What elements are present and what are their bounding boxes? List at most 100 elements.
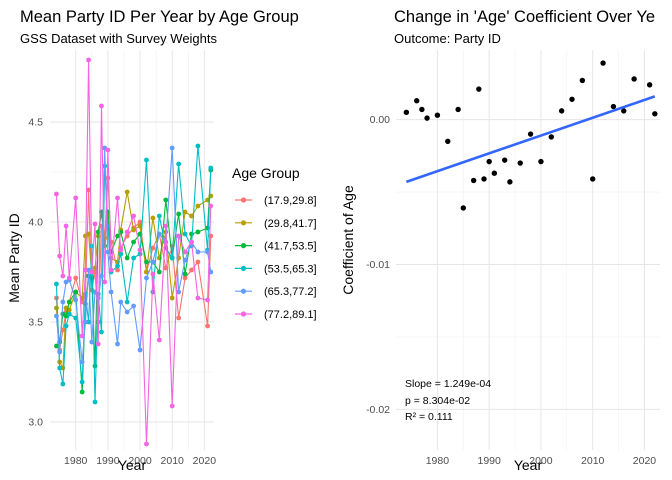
coefficient-point xyxy=(486,158,492,165)
right-x-tick-label: 2020 xyxy=(633,455,657,467)
data-point xyxy=(156,337,162,343)
coefficient-point xyxy=(646,82,653,88)
right-x-tick-label: 1980 xyxy=(426,455,450,467)
coefficient-point xyxy=(419,106,425,113)
data-point xyxy=(108,267,114,273)
legend-key-point xyxy=(240,265,247,271)
series-2 xyxy=(54,167,214,395)
legend: Age Group (17.9,29.8] (29.8,41.7] (41.7,53… xyxy=(232,165,317,321)
data-point xyxy=(115,267,120,273)
data-point xyxy=(144,259,149,265)
data-point xyxy=(73,195,79,201)
data-point xyxy=(195,259,201,265)
data-point xyxy=(118,299,124,305)
left-y-axis-label: Mean Party ID xyxy=(6,213,22,302)
series-5 xyxy=(54,57,214,447)
data-point xyxy=(54,313,59,319)
coefficient-point xyxy=(445,138,451,145)
legend-key-point xyxy=(240,220,247,226)
data-point xyxy=(156,269,162,275)
data-point xyxy=(182,209,188,215)
data-point xyxy=(86,231,91,237)
right-trend-layer xyxy=(405,95,656,184)
coefficient-point xyxy=(621,108,627,114)
data-point xyxy=(137,247,143,253)
data-point xyxy=(92,363,98,369)
data-point xyxy=(182,231,188,237)
data-point xyxy=(60,299,66,305)
left-chart-title: Mean Party ID Per Year by Age Group xyxy=(20,8,299,26)
coefficient-point xyxy=(481,176,487,182)
coefficient-point xyxy=(579,77,586,84)
data-point xyxy=(89,339,95,345)
data-point xyxy=(208,203,214,209)
right-y-axis-label: Coefficient of Age xyxy=(340,185,356,295)
party-id-chart: Mean Party ID Per Year by Age Group GSS … xyxy=(6,8,299,473)
data-point xyxy=(156,213,162,219)
data-point xyxy=(131,227,137,233)
coefficient-point xyxy=(610,103,617,110)
data-point xyxy=(99,329,104,335)
data-point xyxy=(208,233,214,239)
data-point xyxy=(73,297,79,303)
legend-items: (17.9,29.8] (29.8,41.7] (41.7,53.5] (53.5,6… xyxy=(235,195,317,321)
data-point xyxy=(169,295,175,301)
data-point xyxy=(189,239,194,245)
data-point xyxy=(79,379,85,385)
coefficient-point xyxy=(476,86,482,92)
data-point xyxy=(176,289,182,295)
legend-key-point xyxy=(240,197,247,203)
data-point xyxy=(115,263,120,269)
data-point xyxy=(208,269,214,275)
slope-annotation: Slope = 1.249e-04 xyxy=(405,378,491,390)
data-point xyxy=(60,381,66,387)
coefficient-point xyxy=(558,108,565,114)
coefficient-point xyxy=(491,170,498,176)
left-y-tick-label: 4.5 xyxy=(28,117,43,129)
data-point xyxy=(54,305,59,311)
left-y-tick-label: 3.5 xyxy=(28,317,43,329)
data-point xyxy=(95,341,101,347)
data-point xyxy=(189,213,194,219)
data-point xyxy=(57,253,63,259)
data-point xyxy=(105,147,111,153)
legend-key-point xyxy=(240,288,247,294)
data-point xyxy=(115,195,120,201)
data-point xyxy=(66,311,72,317)
data-point xyxy=(169,255,175,261)
right-y-tick-label: 0.00 xyxy=(370,114,391,126)
legend-label: (65.3,77.2] xyxy=(264,286,317,298)
legend-label: (53.5,65.3] xyxy=(264,263,317,275)
data-point xyxy=(144,441,149,447)
data-point xyxy=(144,275,149,281)
right-y-tick-labels: -0.02 -0.01 0.00 xyxy=(366,114,390,416)
left-y-tick-label: 3.0 xyxy=(28,417,43,429)
data-point xyxy=(73,289,79,295)
data-point xyxy=(124,309,130,315)
legend-label: (77.2,89.1] xyxy=(264,309,317,321)
coefficient-point xyxy=(403,109,410,116)
legend-label: (29.8,41.7] xyxy=(264,218,317,230)
left-x-tick-label: 1990 xyxy=(96,455,120,467)
data-point xyxy=(86,187,91,193)
coefficient-point xyxy=(652,111,658,117)
data-point xyxy=(163,197,169,203)
stats-annotations: Slope = 1.249e-04 p = 8.304e-02 R² = 0.1… xyxy=(405,378,491,423)
coefficient-point xyxy=(538,158,544,165)
legend-item: (65.3,77.2] xyxy=(235,286,317,298)
data-point xyxy=(137,347,143,353)
data-point xyxy=(163,223,169,229)
data-point xyxy=(63,323,69,329)
right-gridlines xyxy=(396,50,660,450)
coefficient-point xyxy=(460,205,466,211)
legend-item: (17.9,29.8] xyxy=(235,195,317,207)
data-point xyxy=(156,231,162,237)
data-point xyxy=(60,273,66,279)
series-line xyxy=(55,59,212,445)
data-point xyxy=(79,359,85,365)
data-point xyxy=(73,275,79,281)
right-x-tick-label: 2010 xyxy=(581,455,605,467)
coefficient-point xyxy=(590,176,596,182)
data-point xyxy=(169,403,175,409)
coefficient-point xyxy=(600,60,606,66)
